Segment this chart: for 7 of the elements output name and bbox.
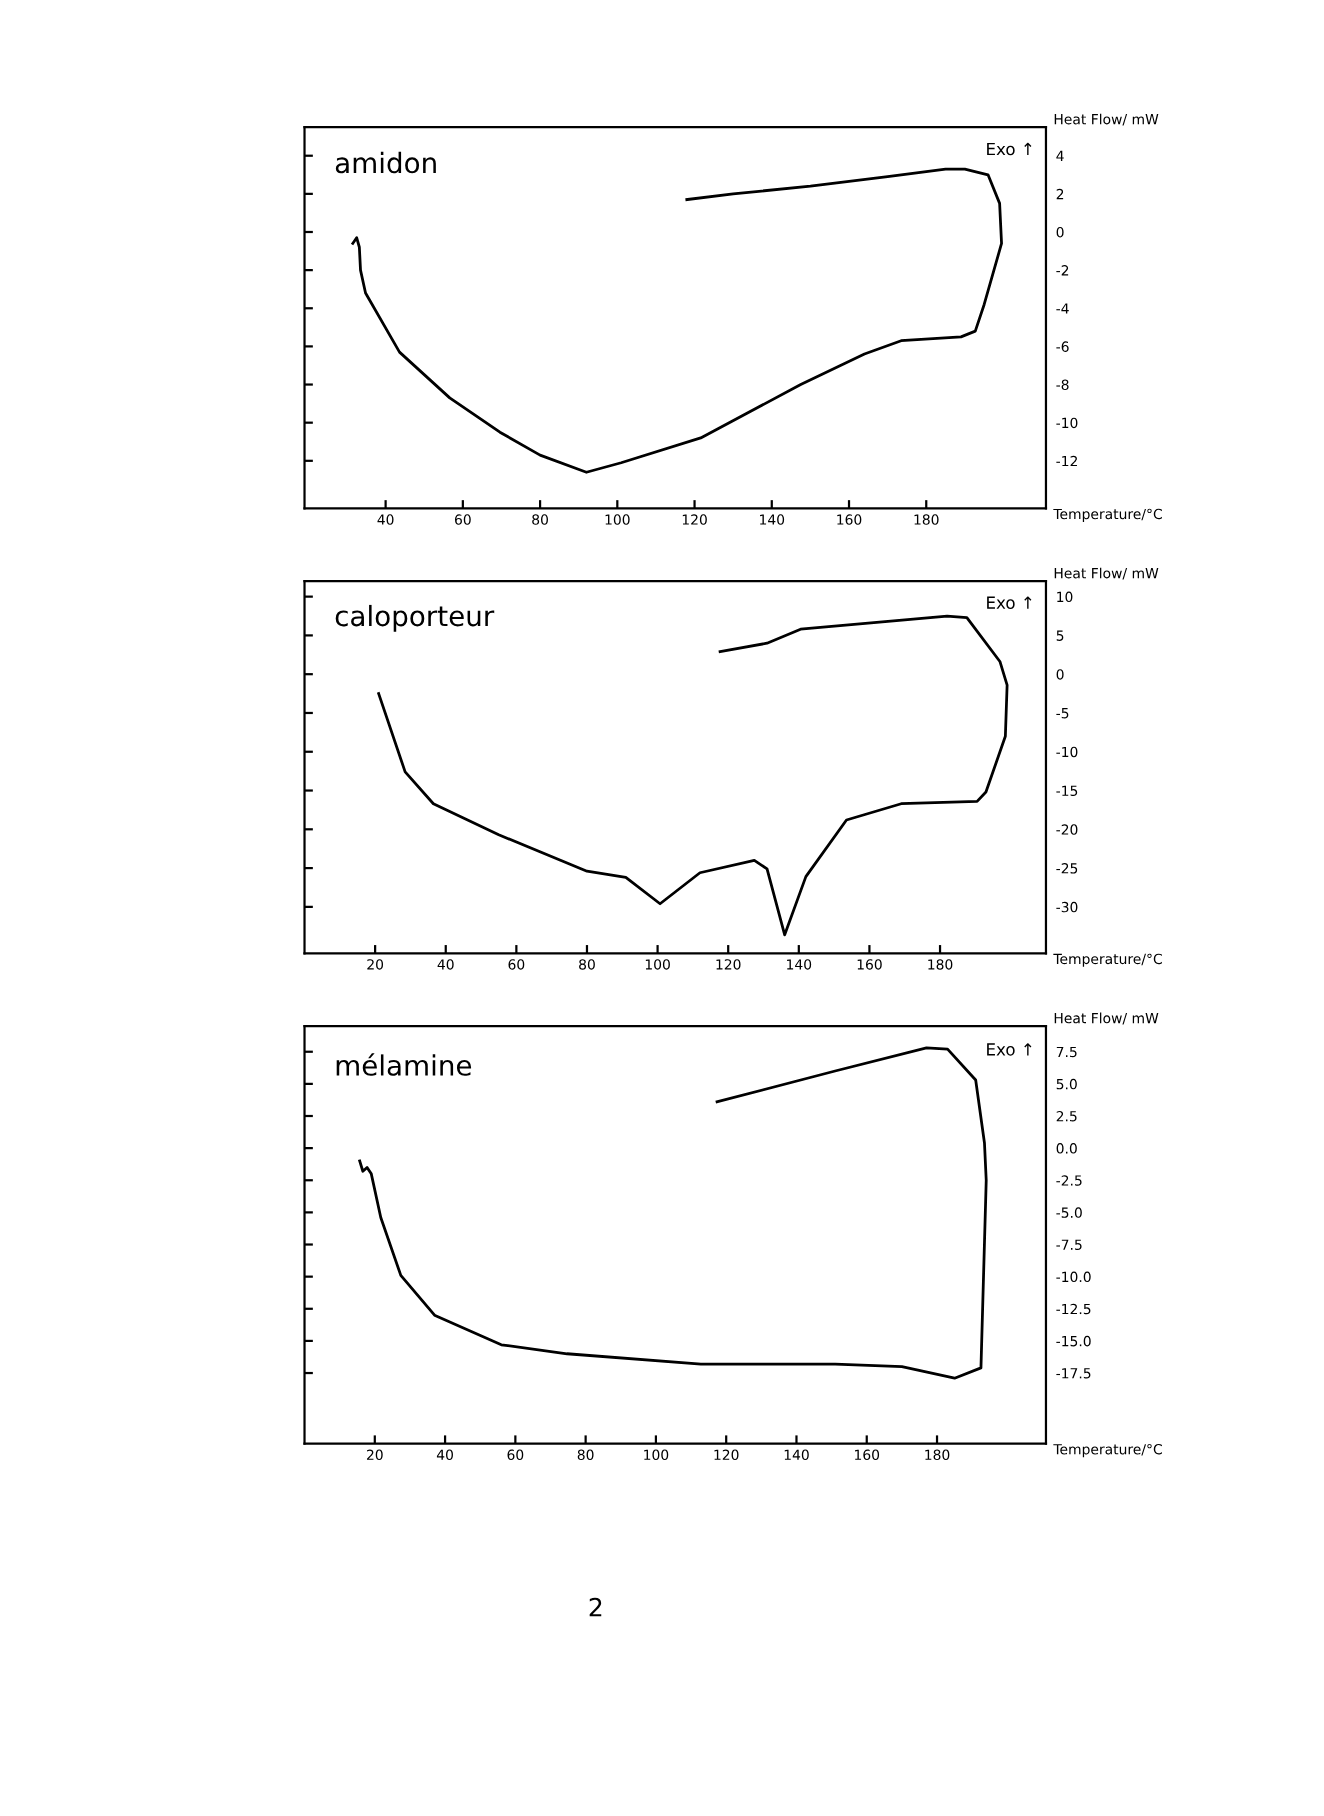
- text: 2: [589, 1597, 602, 1617]
- text: amidon: [335, 151, 436, 174]
- annotation: Exo ↑: [987, 142, 1032, 156]
- text: caloporteur: [335, 604, 495, 632]
- text: mélamine: [336, 1053, 472, 1076]
- annotation: Exo ↑: [987, 1043, 1032, 1056]
- annotation: Exo ↑: [987, 596, 1032, 609]
